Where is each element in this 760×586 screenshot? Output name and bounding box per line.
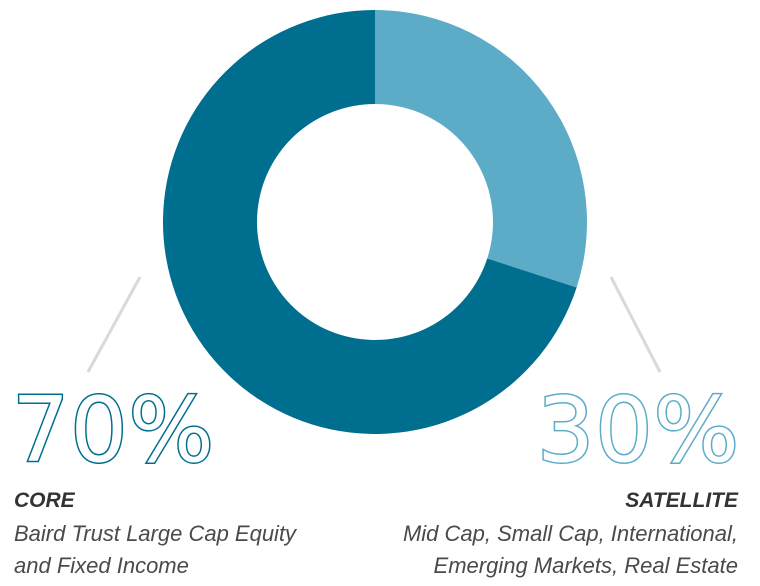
satellite-description: Mid Cap, Small Cap, International, Emerg… — [403, 518, 738, 582]
satellite-percent: 30% — [535, 378, 740, 483]
donut-slice-satellite — [375, 10, 587, 288]
satellite-leader-line — [609, 276, 662, 373]
core-title: CORE — [14, 489, 75, 512]
core-percent: 70% — [10, 378, 216, 483]
satellite-description-line-2: Emerging Markets, Real Estate — [433, 553, 738, 578]
core-description-line-1: Baird Trust Large Cap Equity — [14, 521, 297, 546]
donut-slices — [162, 10, 587, 434]
core-description: Baird Trust Large Cap Equity and Fixed I… — [14, 518, 296, 582]
core-leader-line — [86, 276, 142, 373]
satellite-description-line-1: Mid Cap, Small Cap, International, — [402, 521, 738, 546]
satellite-title: SATELLITE — [625, 489, 738, 512]
core-description-line-2: and Fixed Income — [14, 553, 189, 578]
donut-slice-core — [162, 10, 577, 434]
